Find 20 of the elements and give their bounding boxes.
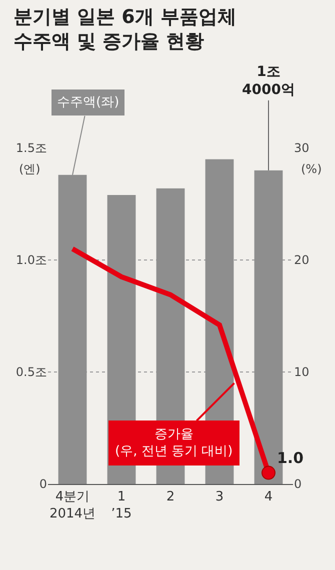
y-tick-label: 0 <box>39 477 47 492</box>
y-axis-title: (엔) <box>19 162 40 176</box>
y2-axis-title: (%) <box>301 162 322 176</box>
data-label: 1.0 <box>277 449 304 467</box>
x-tick-label: 1 ’15 <box>111 490 132 522</box>
x-tick-label: 4 <box>264 490 273 505</box>
y-tick-label: 0.5조 <box>16 365 47 380</box>
x-tick-label: 4분기 2014년 <box>49 490 96 522</box>
y2-tick-label: 20 <box>294 253 310 268</box>
series-label: 증가율 (우, 전년 동기 대비) <box>115 427 233 459</box>
chart-title: 분기별 일본 6개 부품업체 수주액 및 증가율 현황 <box>13 6 236 52</box>
y-tick-label: 1.5조 <box>16 141 47 156</box>
data-label: 1조 4000억 <box>242 64 295 98</box>
text: 수주액(좌) <box>57 95 120 110</box>
x-tick-label: 3 <box>215 490 224 505</box>
y2-tick-label: 30 <box>294 141 310 156</box>
y-tick-label: 1.0조 <box>16 253 47 268</box>
y2-tick-label: 10 <box>294 365 310 380</box>
x-tick-label: 2 <box>166 490 175 505</box>
y2-tick-label: 0 <box>294 477 302 492</box>
